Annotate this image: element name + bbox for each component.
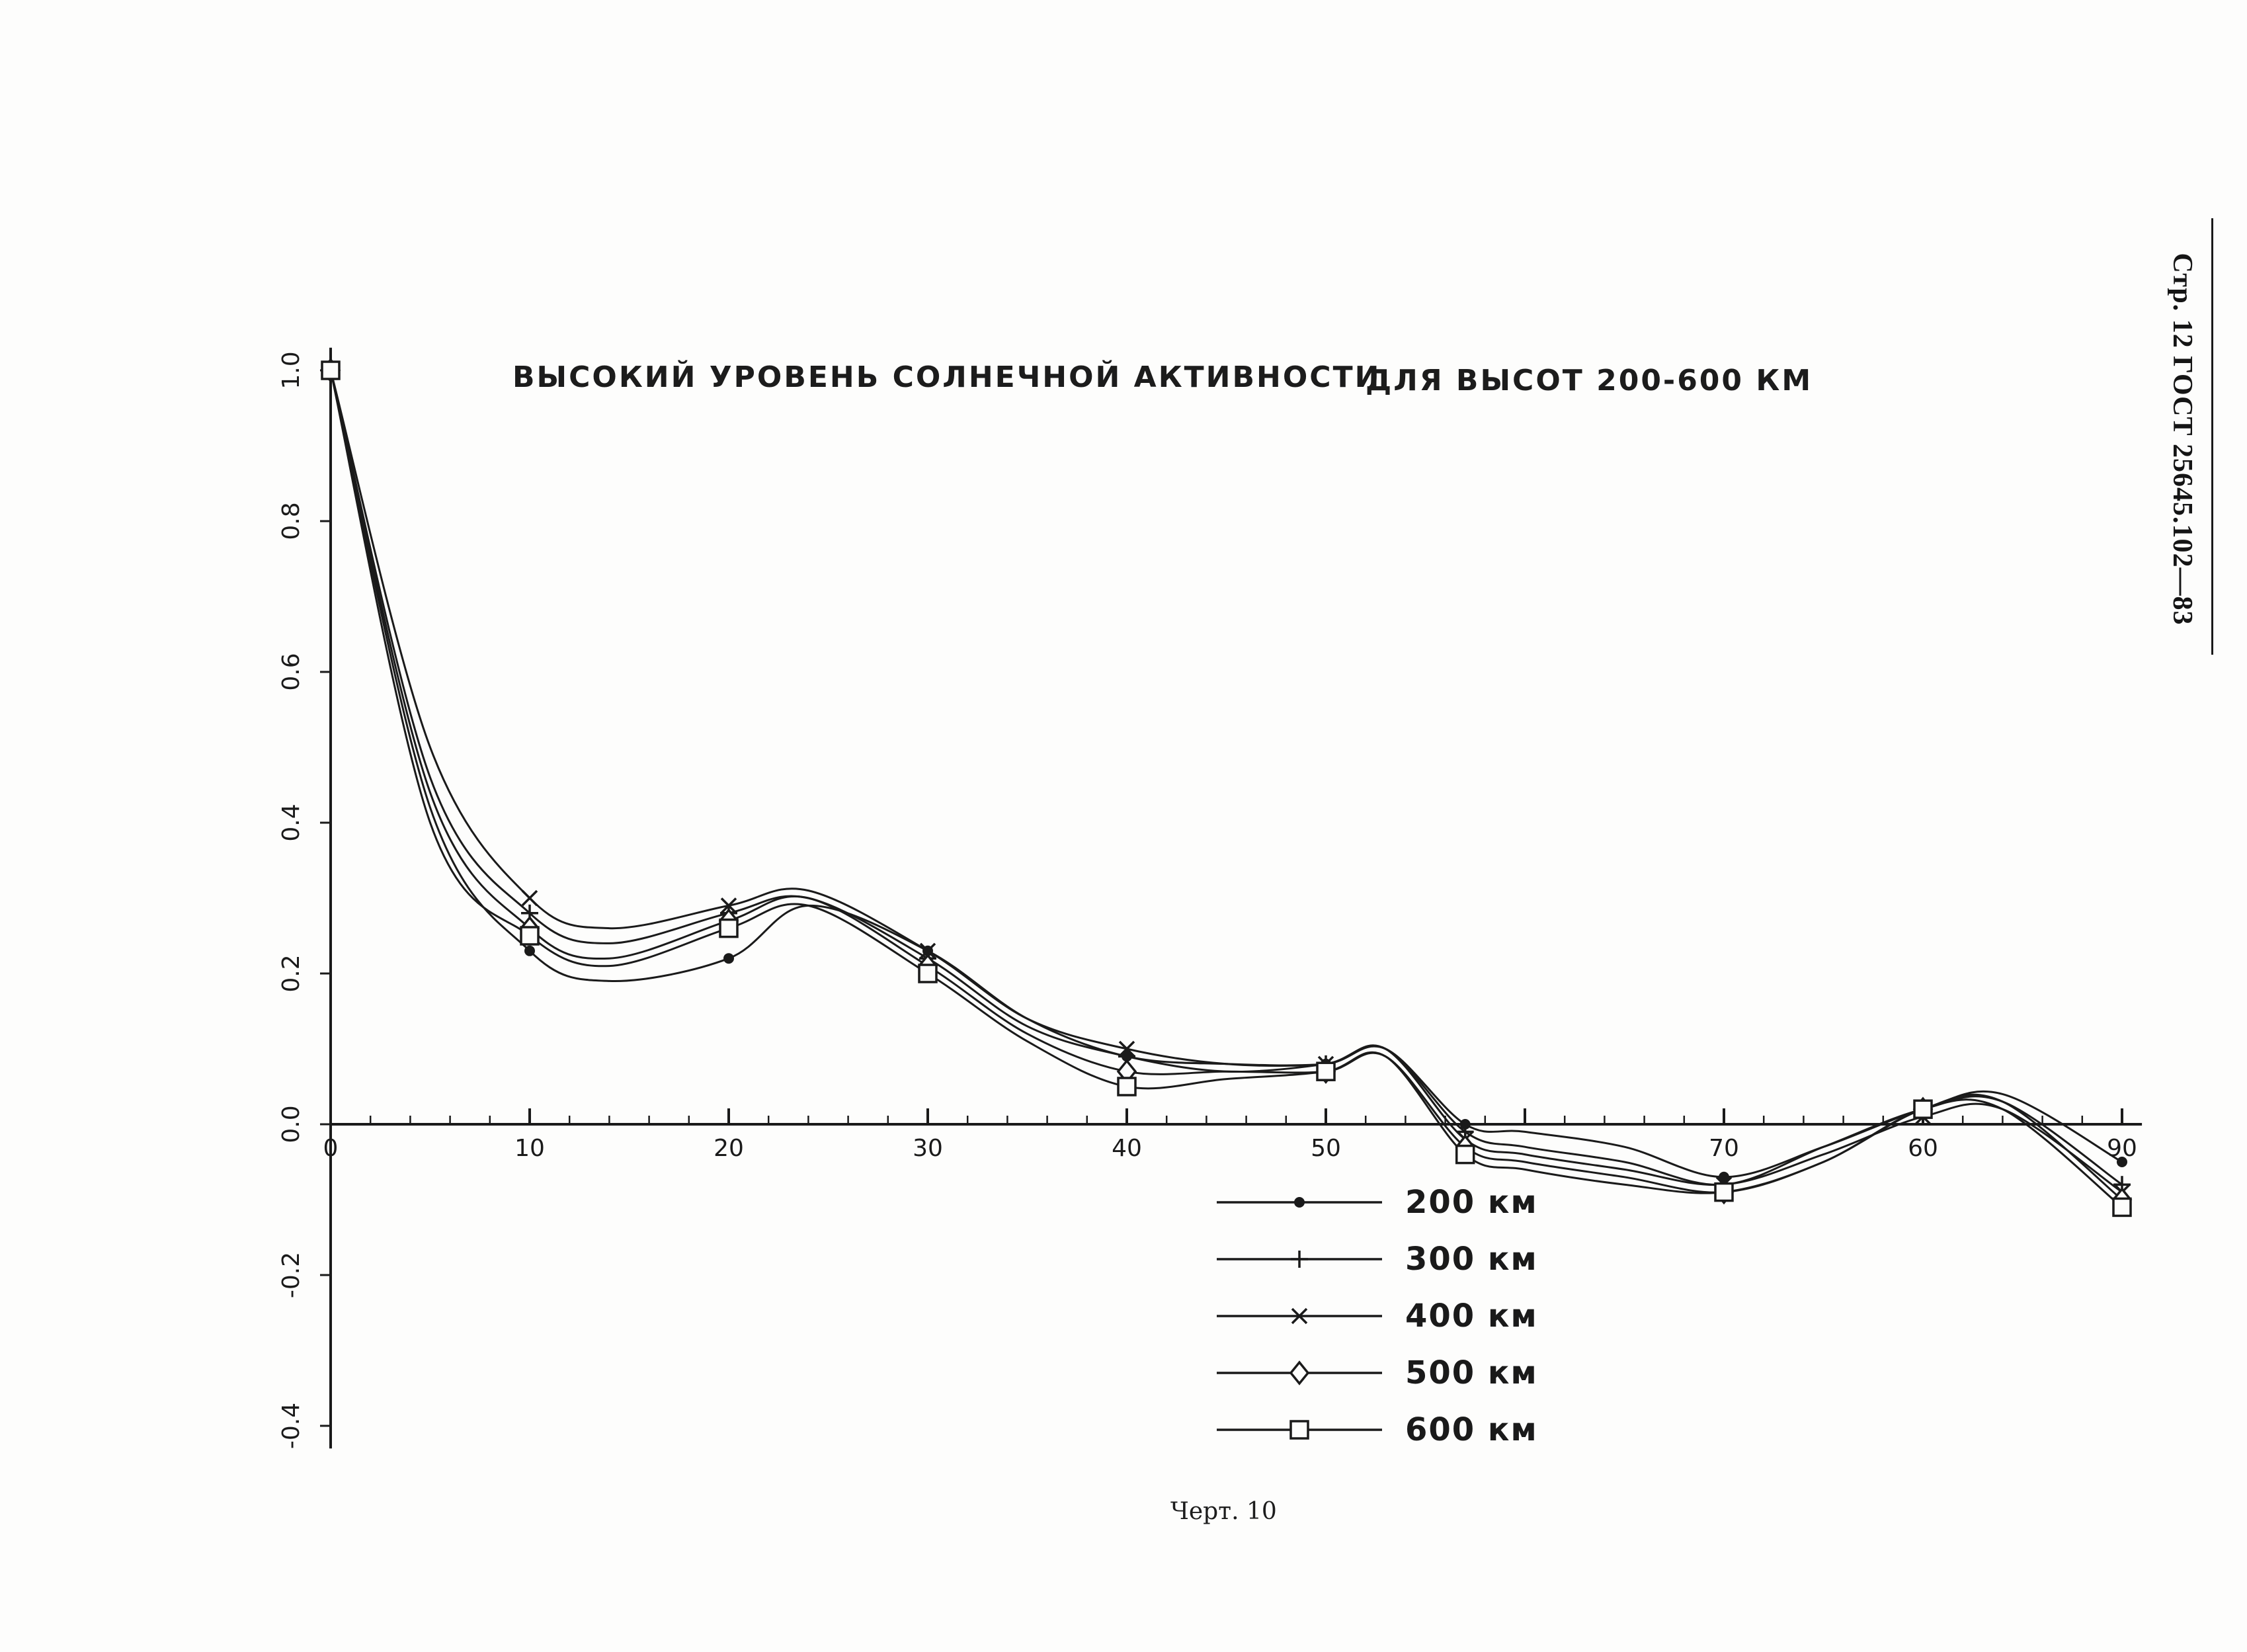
chart-subtitle: ДЛЯ ВЫСОТ 200-600 КМ [1366, 364, 1813, 397]
svg-text:0.0: 0.0 [278, 1105, 305, 1143]
svg-text:50: 50 [1311, 1135, 1341, 1162]
svg-text:40: 40 [1112, 1135, 1142, 1162]
svg-text:0: 0 [323, 1135, 339, 1162]
figure-caption: Черт. 10 [1170, 1498, 1277, 1525]
legend-label: 400 км [1405, 1298, 1538, 1335]
svg-text:0.4: 0.4 [278, 804, 305, 841]
svg-text:10: 10 [514, 1135, 545, 1162]
svg-text:0.2: 0.2 [278, 954, 305, 992]
legend-label: 600 км [1405, 1411, 1538, 1448]
legend-label: 200 км [1405, 1184, 1538, 1221]
svg-text:0.8: 0.8 [278, 502, 305, 540]
svg-text:0.6: 0.6 [278, 653, 305, 690]
svg-text:1.0: 1.0 [278, 351, 305, 389]
svg-text:-0.4: -0.4 [278, 1403, 305, 1449]
margin-rule [2211, 218, 2213, 655]
svg-text:60: 60 [1908, 1135, 1938, 1162]
chart-title: ВЫСОКИЙ УРОВЕНЬ СОЛНЕЧНОЙ АКТИВНОСТИ [512, 360, 1381, 394]
legend-label: 500 км [1405, 1354, 1538, 1391]
svg-text:30: 30 [913, 1135, 943, 1162]
legend-label: 300 км [1405, 1241, 1538, 1278]
svg-text:-0.2: -0.2 [278, 1252, 305, 1298]
svg-text:20: 20 [714, 1135, 744, 1162]
svg-text:70: 70 [1709, 1135, 1739, 1162]
